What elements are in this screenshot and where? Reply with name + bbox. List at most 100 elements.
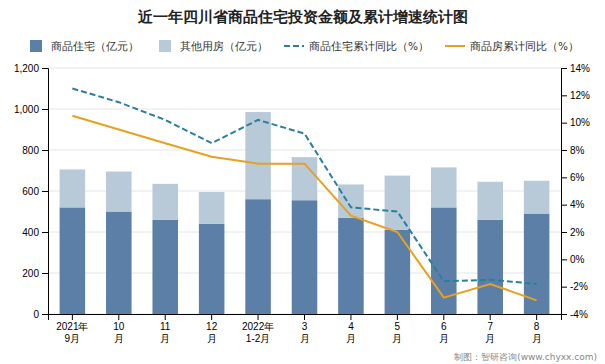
y2-tick: -2% bbox=[561, 281, 588, 292]
y-axis: 02004006008001,0001,200 bbox=[14, 63, 49, 320]
y2-tick-mark bbox=[561, 287, 567, 288]
legend-swatch bbox=[30, 40, 42, 52]
x-tick: 2022年1-2月 bbox=[242, 314, 274, 344]
y2-tick-label: -2% bbox=[570, 281, 588, 292]
y-tick: 800 bbox=[22, 145, 48, 156]
x-tick: 10月 bbox=[113, 314, 125, 344]
legend-item: 其他用房（亿元） bbox=[159, 40, 268, 52]
x-tick-label-line: 9月 bbox=[65, 333, 81, 344]
legend-swatch bbox=[159, 40, 171, 52]
legend-item: 商品房累计同比（%） bbox=[445, 40, 579, 52]
y2-tick-label: 4% bbox=[570, 199, 585, 210]
y2-tick: 12% bbox=[561, 90, 590, 101]
y-tick: 600 bbox=[22, 186, 48, 197]
y2-tick-mark bbox=[561, 150, 567, 151]
x-tick-label: 6月 bbox=[439, 321, 449, 344]
x-tick-mark bbox=[490, 314, 491, 320]
y-tick-mark bbox=[42, 68, 48, 69]
x-tick-label: 2021年9月 bbox=[56, 321, 88, 344]
x-tick-mark bbox=[397, 314, 398, 320]
y2-tick: 8% bbox=[561, 145, 585, 156]
bar bbox=[385, 176, 411, 230]
y-tick-label: 800 bbox=[22, 145, 39, 156]
x-tick-label-line: 月 bbox=[439, 333, 449, 344]
y2-tick-mark bbox=[561, 95, 567, 96]
x-tick-label: 8月 bbox=[532, 321, 542, 344]
x-axis-line bbox=[49, 315, 562, 321]
y2-tick-label: 8% bbox=[570, 145, 585, 156]
y2-tick-mark bbox=[561, 205, 567, 206]
x-tick-label-line: 月 bbox=[160, 333, 170, 344]
y-tick-mark bbox=[42, 232, 48, 233]
x-tick: 12月 bbox=[206, 314, 218, 344]
x-tick: 11月 bbox=[160, 314, 171, 344]
legend: 商品住宅（亿元） 其他用房（亿元） 商品住宅累计同比（%） 商品房累计同比（%） bbox=[30, 40, 579, 52]
bar bbox=[385, 230, 411, 314]
x-tick-mark bbox=[211, 314, 212, 320]
grid-line bbox=[48, 109, 561, 110]
y-tick-label: 600 bbox=[22, 186, 39, 197]
bar bbox=[338, 218, 364, 314]
y2-tick-mark bbox=[561, 232, 567, 233]
bar-series bbox=[60, 112, 550, 230]
legend-label: 商品房累计同比（%） bbox=[470, 40, 579, 52]
y2-tick: 2% bbox=[561, 227, 585, 238]
y2-tick: 6% bbox=[561, 172, 585, 183]
x-tick-label-line: 2021年 bbox=[56, 321, 88, 332]
plot: 2021年9月10月11月12月2022年1-2月3月4月5月6月7月8月020… bbox=[14, 63, 590, 344]
y2-tick-label: 6% bbox=[570, 172, 585, 183]
y2-axis-line bbox=[562, 69, 568, 315]
x-tick-mark bbox=[258, 314, 259, 320]
y2-tick-mark bbox=[561, 68, 567, 69]
bar bbox=[152, 184, 178, 220]
x-tick-label-line: 7 bbox=[487, 321, 493, 332]
x-tick-label-line: 12 bbox=[206, 321, 218, 332]
y2-tick: 14% bbox=[561, 63, 590, 74]
x-tick-label: 3月 bbox=[300, 321, 310, 344]
y-tick: 400 bbox=[22, 227, 48, 238]
x-tick-mark bbox=[72, 314, 73, 320]
y2-tick-label: 10% bbox=[570, 117, 590, 128]
x-tick-mark bbox=[165, 314, 166, 320]
x-tick: 2021年9月 bbox=[56, 314, 88, 344]
x-tick-label-line: 月 bbox=[392, 333, 402, 344]
y-tick-label: 200 bbox=[22, 268, 39, 279]
x-tick-label-line: 月 bbox=[485, 333, 495, 344]
y-tick: 1,200 bbox=[14, 63, 48, 74]
bar bbox=[199, 192, 225, 224]
y-tick: 0 bbox=[33, 309, 48, 320]
marks bbox=[60, 89, 550, 315]
bar bbox=[152, 220, 178, 314]
x-tick-label-line: 月 bbox=[114, 333, 124, 344]
y2-tick: 0% bbox=[561, 254, 585, 265]
legend-item: 商品住宅（亿元） bbox=[30, 40, 139, 52]
y-tick-mark bbox=[42, 150, 48, 151]
grid-line bbox=[48, 68, 561, 69]
x-tick: 4月 bbox=[346, 314, 356, 344]
bar bbox=[477, 182, 503, 220]
y2-tick: 4% bbox=[561, 199, 585, 210]
chart: 近一年四川省商品住宅投资金额及累计增速统计图商品住宅（亿元）其他用房（亿元）商品… bbox=[0, 0, 605, 364]
x-tick-label: 4月 bbox=[346, 321, 356, 344]
y2-tick: 10% bbox=[561, 117, 590, 128]
y2-tick-label: 2% bbox=[570, 227, 585, 238]
grid-line bbox=[48, 150, 561, 151]
x-tick-label-line: 1-2月 bbox=[246, 333, 270, 344]
line bbox=[72, 116, 536, 301]
title: 近一年四川省商品住宅投资金额及累计增速统计图 bbox=[137, 8, 468, 26]
y-tick-mark bbox=[42, 191, 48, 192]
x-tick-label-line: 11 bbox=[160, 321, 171, 332]
bar bbox=[338, 184, 364, 217]
legend-label: 其他用房（亿元） bbox=[180, 40, 268, 52]
y-tick-label: 400 bbox=[22, 227, 39, 238]
grid bbox=[48, 68, 561, 314]
y-tick-label: 0 bbox=[33, 309, 39, 320]
x-tick-mark bbox=[304, 314, 305, 320]
x-tick-label-line: 8 bbox=[534, 321, 540, 332]
bar bbox=[106, 172, 132, 212]
x-tick-label: 5月 bbox=[392, 321, 402, 344]
legend-label: 商品住宅累计同比（%） bbox=[309, 40, 429, 52]
x-tick: 6月 bbox=[439, 314, 449, 344]
x-tick-label-line: 4 bbox=[348, 321, 354, 332]
x-tick-label: 2022年1-2月 bbox=[242, 321, 274, 344]
